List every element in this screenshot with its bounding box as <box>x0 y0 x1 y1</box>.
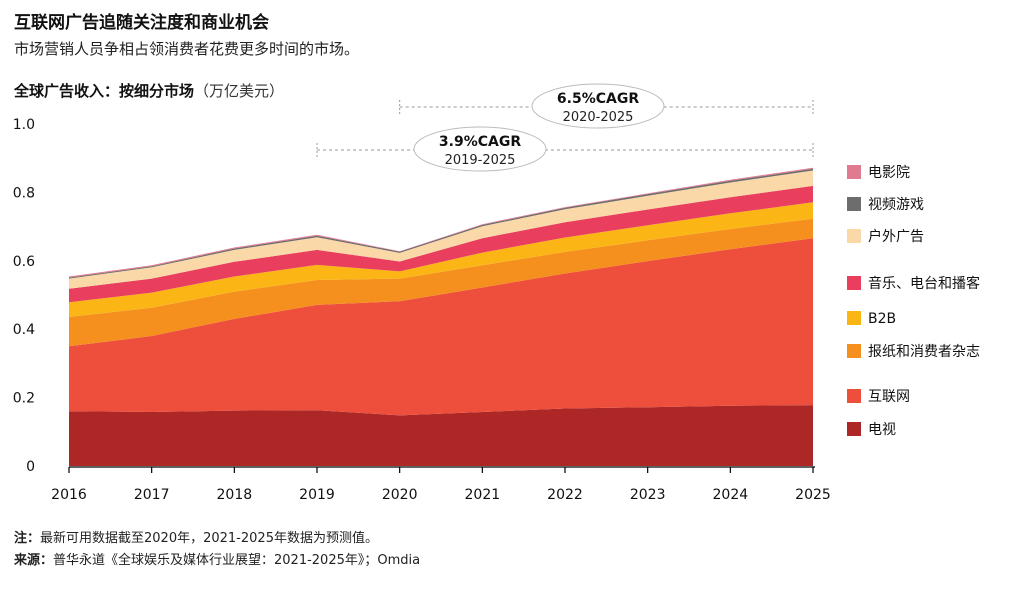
cagr-period-label: 2020-2025 <box>563 110 634 125</box>
legend-swatch <box>847 276 861 290</box>
y-tick-label: 0.6 <box>13 254 35 270</box>
source-label: 来源： <box>14 553 54 568</box>
legend-swatch <box>847 344 861 358</box>
legend-label: B2B <box>868 311 896 327</box>
x-tick-label: 2018 <box>217 487 253 503</box>
cagr-rate-label: 6.5%CAGR <box>557 91 639 107</box>
legend-label: 互联网 <box>868 389 910 405</box>
legend-label: 视频游戏 <box>868 197 924 213</box>
x-tick-label: 2020 <box>382 487 418 503</box>
cagr-bubble <box>413 126 547 172</box>
x-tick-label: 2024 <box>713 487 749 503</box>
footnote-source: 来源：普华永道《全球娱乐及媒体行业展望：2021-2025年》；Omdia <box>14 549 420 568</box>
y-tick-label: 0.4 <box>13 322 35 338</box>
source-text: 普华永道《全球娱乐及媒体行业展望：2021-2025年》；Omdia <box>53 553 421 568</box>
x-tick-label: 2022 <box>547 487 583 503</box>
legend-swatch <box>847 389 861 403</box>
legend-label: 报纸和消费者杂志 <box>868 344 980 360</box>
legend-swatch <box>847 311 861 325</box>
area-series-6 <box>69 168 813 279</box>
axes: 2016 2017 2018 2019 2020 2021 2022 2023 2024 2025… <box>13 117 831 503</box>
x-tick-label: 2023 <box>630 487 666 503</box>
cagr-bubble <box>531 83 665 129</box>
x-tick-label: 2025 <box>795 487 831 503</box>
legend-label: 电视 <box>868 422 896 438</box>
x-tick-label: 2016 <box>51 487 87 503</box>
area-layers <box>69 167 813 466</box>
legend-swatch <box>847 229 861 243</box>
cagr-period-label: 2019-2025 <box>445 153 516 168</box>
area-series-7 <box>69 167 813 278</box>
cagr-rate-label: 3.9%CAGR <box>439 134 521 150</box>
y-tick-label: 0.2 <box>13 391 35 407</box>
chart-unit: （万亿美元） <box>194 82 285 100</box>
area-series-4 <box>69 185 813 303</box>
legend-label: 音乐、电台和播客 <box>868 275 980 292</box>
page-title: 互联网广告追随关注度和商业机会 <box>14 13 269 33</box>
legend-label: 电影院 <box>868 165 910 181</box>
y-tick-label: 0.8 <box>13 185 35 201</box>
note-label: 注： <box>14 531 41 546</box>
area-series-5 <box>69 170 813 289</box>
area-series-0 <box>69 405 813 466</box>
cagr-annotations: 3.9%CAGR 2019-2025 6.5%CAGR 2020-2025 <box>316 83 814 172</box>
x-tick-label: 2017 <box>134 487 170 503</box>
y-tick-label: 0 <box>26 459 35 475</box>
legend-swatch <box>847 422 861 436</box>
legend-swatch <box>847 165 861 179</box>
y-tick-label: 1.0 <box>13 117 35 133</box>
area-series-1 <box>69 238 813 416</box>
page-subtitle: 市场营销人员争相占领消费者花费更多时间的市场。 <box>14 40 360 58</box>
x-tick-label: 2021 <box>465 487 501 503</box>
chart-heading: 全球广告收入：按细分市场（万亿美元） <box>14 80 284 101</box>
note-text: 最新可用数据截至2020年，2021-2025年数据为预测值。 <box>40 531 378 546</box>
chart-title: 全球广告收入：按细分市场 <box>14 82 195 100</box>
footnote-note: 注：最新可用数据截至2020年，2021-2025年数据为预测值。 <box>14 527 378 546</box>
x-tick-label: 2019 <box>299 487 335 503</box>
area-series-2 <box>69 218 813 347</box>
area-series-3 <box>69 202 813 317</box>
legend-swatch <box>847 197 861 211</box>
legend-label: 户外广告 <box>868 228 924 245</box>
